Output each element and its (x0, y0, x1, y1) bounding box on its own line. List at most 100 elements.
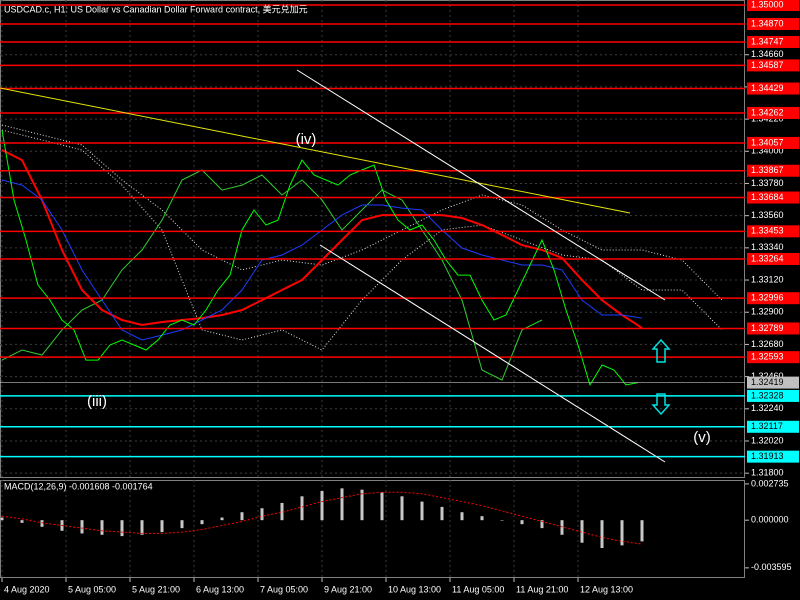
histogram-bar (340, 488, 344, 521)
level-label-box (747, 136, 799, 149)
level-label: 1.34587 (751, 60, 784, 70)
x-tick-label: 7 Aug 05:00 (260, 584, 308, 594)
level-label-box (747, 420, 799, 433)
histogram-bar (260, 508, 264, 521)
level-label-box (747, 82, 799, 95)
histogram-bar (460, 512, 464, 521)
histogram-bar (480, 516, 484, 521)
current-price-label: 1.32419 (751, 377, 784, 387)
y-tick-label: 1.34000 (751, 146, 784, 156)
channel-line (319, 244, 666, 463)
channel-line (296, 69, 666, 301)
level-label: 1.34747 (751, 36, 784, 46)
histogram-bar (640, 520, 644, 542)
level-label: 1.32789 (751, 323, 784, 333)
price-line (1, 149, 643, 329)
x-tick-label: 5 Aug 05:00 (68, 584, 116, 594)
arrow-down (651, 393, 671, 416)
level-label: 1.33867 (751, 165, 784, 175)
x-tick-label: 12 Aug 13:00 (580, 584, 633, 594)
histogram-bar (240, 512, 244, 521)
histogram-bar (600, 520, 604, 549)
current-price-box (747, 376, 799, 389)
level-label: 1.31913 (751, 451, 784, 461)
histogram-bar (300, 496, 304, 521)
wave-label: (v) (693, 429, 711, 446)
level-label: 1.32593 (751, 352, 784, 362)
histogram-bar (220, 517, 224, 521)
y-tick-label: 1.31800 (751, 468, 784, 478)
histogram-bar (280, 502, 284, 521)
macd-title: MACD(12,26,9) -0.001608 -0.001764 (4, 481, 153, 491)
histogram-bar (180, 520, 184, 529)
level-label: 1.33684 (751, 192, 784, 202)
level-label-box (747, 351, 799, 364)
level-label: 1.32328 (751, 390, 784, 400)
level-label: 1.33453 (751, 226, 784, 236)
y-tick-label: 1.33120 (751, 274, 784, 284)
histogram-bar (200, 520, 204, 525)
level-label-box (747, 450, 799, 463)
price-line (1, 179, 643, 341)
level-label-box (747, 389, 799, 402)
y-tick-label: 0.000000 (751, 515, 789, 525)
histogram-bar (440, 506, 444, 521)
y-tick-label: 1.32020 (751, 435, 784, 445)
histogram-bar (400, 496, 404, 521)
level-label-box (747, 225, 799, 238)
histogram-bar (160, 520, 164, 533)
y-tick-label: 0.002735 (751, 478, 789, 488)
x-tick-label: 4 Aug 2020 (4, 584, 50, 594)
level-label: 1.34870 (751, 18, 784, 28)
wave-label: (iii) (87, 393, 107, 410)
drawing-objects: (iii) (iv) (v) USDCAD.c, H1: US Dollar v… (0, 3, 711, 491)
level-label-box (747, 322, 799, 335)
y-tick-label: -0.003595 (751, 562, 792, 572)
histogram-bar (420, 501, 424, 521)
y-tick-label: 1.32240 (751, 403, 784, 413)
level-label: 1.34429 (751, 83, 784, 93)
macd-panel-frame (0, 480, 745, 578)
level-label-box (747, 106, 799, 119)
histogram-bar (80, 520, 84, 534)
histogram-bar (120, 520, 124, 537)
y-tick-label: 1.33560 (751, 210, 784, 220)
price-line (1, 129, 723, 351)
level-label-box (747, 292, 799, 305)
histogram-bar (40, 520, 44, 527)
histogram-bar (380, 492, 384, 521)
histogram-bar (140, 520, 144, 535)
arrow-up (651, 338, 671, 363)
x-tick-label: 5 Aug 21:00 (132, 584, 180, 594)
histogram-bar (500, 520, 504, 521)
wave-label: (iv) (296, 131, 317, 148)
x-tick-label: 11 Aug 21:00 (516, 584, 568, 594)
histogram-bar (20, 520, 24, 523)
x-tick-label: 9 Aug 21:00 (324, 584, 372, 594)
level-label-box (747, 35, 799, 48)
level-label-box (747, 164, 799, 177)
price-line (1, 124, 723, 301)
histogram-bar (360, 489, 364, 521)
level-label-box (747, 59, 799, 72)
y-tick-label: 1.34660 (751, 49, 784, 59)
x-tick-label: 6 Aug 13:00 (196, 584, 244, 594)
level-label-box (747, 252, 799, 265)
histogram-bar (540, 520, 544, 529)
signal-line (1, 491, 643, 545)
level-label: 1.34262 (751, 107, 784, 117)
histogram-bar (320, 491, 324, 521)
histogram-bar (100, 520, 104, 535)
histogram-bar (0, 517, 4, 521)
level-label: 1.35000 (751, 0, 784, 9)
x-tick-label: 11 Aug 05:00 (452, 584, 504, 594)
level-label-box (747, 17, 799, 30)
price-line (1, 130, 639, 387)
level-label: 1.32996 (751, 293, 784, 303)
level-label: 1.34057 (751, 137, 784, 147)
histogram-bar (560, 520, 564, 535)
x-tick-label: 10 Aug 13:00 (388, 584, 441, 594)
y-tick-label: 1.32460 (751, 371, 784, 381)
